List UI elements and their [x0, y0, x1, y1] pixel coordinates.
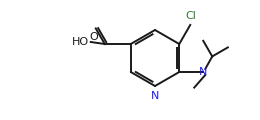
Text: O: O	[89, 32, 98, 42]
Text: N: N	[199, 67, 207, 77]
Text: Cl: Cl	[186, 11, 197, 21]
Text: HO: HO	[72, 37, 89, 47]
Text: N: N	[151, 91, 159, 101]
